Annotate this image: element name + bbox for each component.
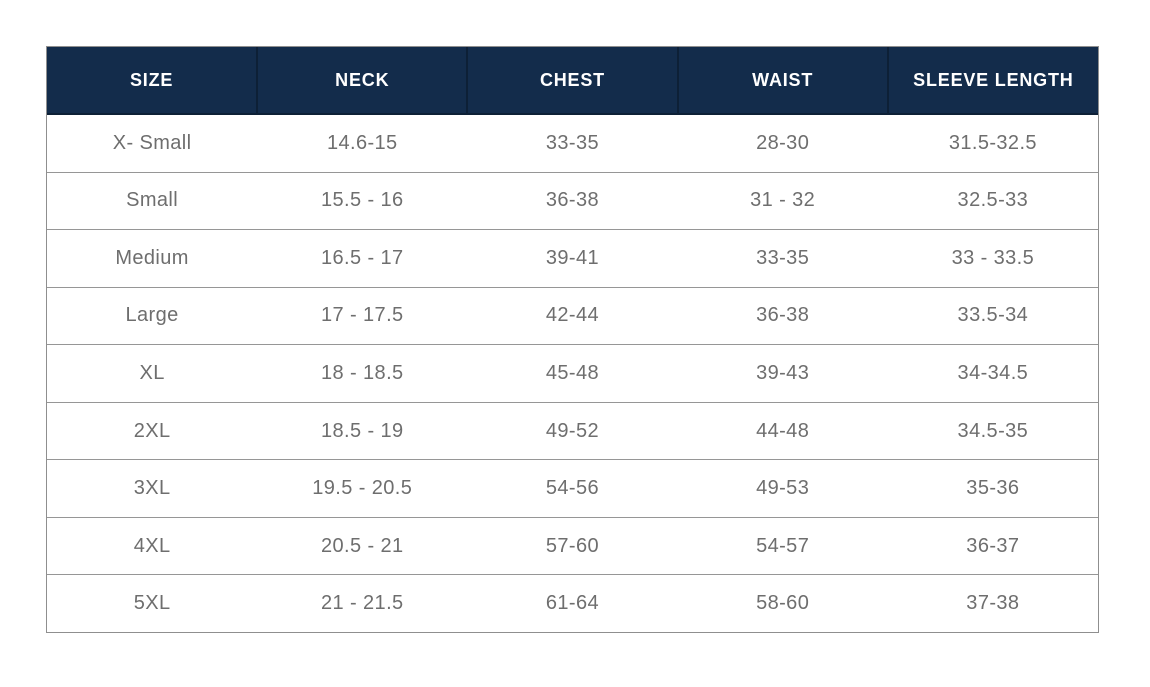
measurement-value: 57-60 bbox=[467, 516, 678, 575]
measurement-value: 33 - 33.5 bbox=[887, 229, 1098, 288]
measurement-value: 18 - 18.5 bbox=[257, 344, 468, 403]
measurement-value: 54-57 bbox=[677, 516, 888, 575]
size-chart: SIZE NECK CHEST WAIST SLEEVE LENGTH X- Small… bbox=[47, 47, 1098, 632]
column-header-size: SIZE bbox=[47, 47, 259, 115]
size-chart-body: X- Small 14.6-15 33-35 28-30 31.5-32.5 Small 1… bbox=[47, 114, 1098, 632]
measurement-value: 33-35 bbox=[677, 229, 888, 288]
table-row-medium: Medium 16.5 - 17 39-41 33-35 33 - 33.5 bbox=[47, 229, 1098, 288]
size-label: 2XL bbox=[47, 401, 258, 460]
column-header-sleeve-length: SLEEVE LENGTH bbox=[887, 47, 1098, 115]
table-row-3xl: 3XL 19.5 - 20.5 54-56 49-53 35-36 bbox=[47, 459, 1098, 518]
measurement-value: 39-43 bbox=[677, 344, 888, 403]
table-row-4xl: 4XL 20.5 - 21 57-60 54-57 36-37 bbox=[47, 516, 1098, 575]
measurement-value: 33.5-34 bbox=[887, 286, 1098, 345]
column-header-chest: CHEST bbox=[467, 47, 679, 115]
measurement-value: 42-44 bbox=[467, 286, 678, 345]
column-header-neck: NECK bbox=[257, 47, 469, 115]
measurement-value: 44-48 bbox=[677, 401, 888, 460]
table-row-small: Small 15.5 - 16 36-38 31 - 32 32.5-33 bbox=[47, 171, 1098, 230]
size-label: Medium bbox=[47, 229, 258, 288]
measurement-value: 61-64 bbox=[467, 574, 678, 632]
measurement-value: 34-34.5 bbox=[887, 344, 1098, 403]
table-row-5xl: 5XL 21 - 21.5 61-64 58-60 37-38 bbox=[47, 574, 1098, 632]
size-label: 4XL bbox=[47, 516, 258, 575]
measurement-value: 31 - 32 bbox=[677, 171, 888, 230]
measurement-value: 20.5 - 21 bbox=[257, 516, 468, 575]
table-row-xl: XL 18 - 18.5 45-48 39-43 34-34.5 bbox=[47, 344, 1098, 403]
measurement-value: 17 - 17.5 bbox=[257, 286, 468, 345]
measurement-value: 28-30 bbox=[756, 131, 810, 154]
size-label: Small bbox=[47, 171, 258, 230]
measurement-value: 31.5-32.5 bbox=[948, 131, 1037, 154]
measurement-value: 49-53 bbox=[677, 459, 888, 518]
measurement-value: 15.5 - 16 bbox=[257, 171, 468, 230]
measurement-value: 18.5 - 19 bbox=[257, 401, 468, 460]
measurement-value: 21 - 21.5 bbox=[257, 574, 468, 632]
measurement-value: 33-35 bbox=[545, 131, 600, 154]
header-row: SIZE NECK CHEST WAIST SLEEVE LENGTH bbox=[47, 47, 1098, 115]
size-chart-table: SIZE NECK CHEST WAIST SLEEVE LENGTH X- Small… bbox=[46, 46, 1099, 633]
measurement-value: 36-38 bbox=[467, 171, 678, 230]
column-header-waist: WAIST bbox=[677, 47, 889, 115]
size-chart-header: SIZE NECK CHEST WAIST SLEEVE LENGTH bbox=[47, 47, 1098, 115]
measurement-value: 54-56 bbox=[467, 459, 678, 518]
table-row-x-small: X- Small 14.6-15 33-35 28-30 31.5-32.5 bbox=[47, 114, 1098, 172]
measurement-value: 37-38 bbox=[887, 574, 1098, 632]
size-label: Large bbox=[47, 286, 258, 345]
size-label: 5XL bbox=[47, 574, 258, 632]
size-label: XL bbox=[47, 344, 258, 403]
measurement-value: 35-36 bbox=[887, 459, 1098, 518]
measurement-value: 36-38 bbox=[677, 286, 888, 345]
size-label: X- Small bbox=[112, 131, 192, 154]
measurement-value: 58-60 bbox=[677, 574, 888, 632]
measurement-value: 39-41 bbox=[467, 229, 678, 288]
table-row-large: Large 17 - 17.5 42-44 36-38 33.5-34 bbox=[47, 286, 1098, 345]
size-label: 3XL bbox=[47, 459, 258, 518]
measurement-value: 19.5 - 20.5 bbox=[257, 459, 468, 518]
measurement-value: 14.6-15 bbox=[326, 131, 398, 154]
measurement-value: 16.5 - 17 bbox=[257, 229, 468, 288]
table-row-2xl: 2XL 18.5 - 19 49-52 44-48 34.5-35 bbox=[47, 401, 1098, 460]
measurement-value: 49-52 bbox=[467, 401, 678, 460]
measurement-value: 32.5-33 bbox=[887, 171, 1098, 230]
measurement-value: 36-37 bbox=[887, 516, 1098, 575]
measurement-value: 34.5-35 bbox=[887, 401, 1098, 460]
measurement-value: 45-48 bbox=[467, 344, 678, 403]
